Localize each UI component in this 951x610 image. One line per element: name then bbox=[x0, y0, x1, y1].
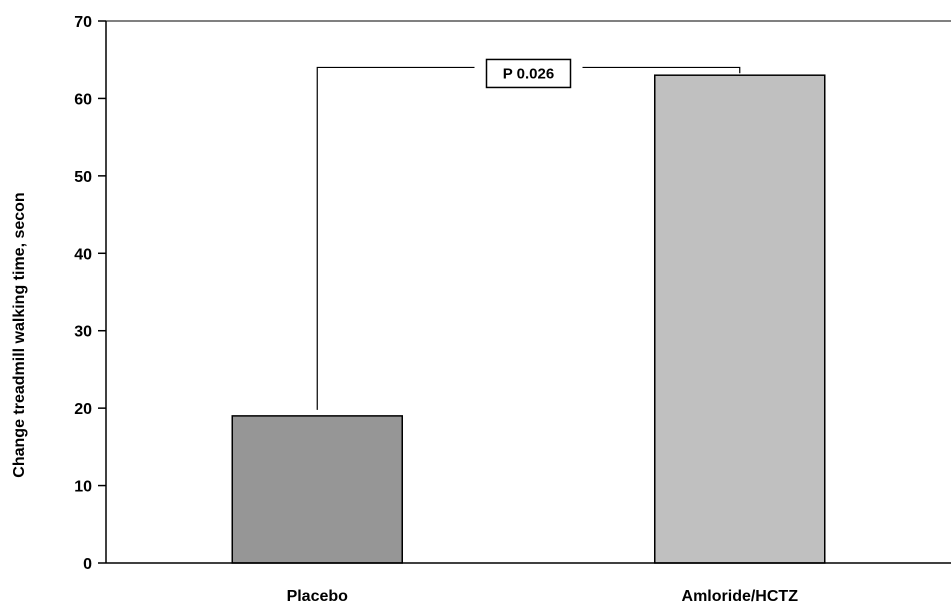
axes bbox=[105, 20, 951, 564]
y-axis-title: Change treadmill walking time, secon bbox=[11, 192, 28, 477]
bars bbox=[231, 74, 826, 564]
annotation-label: P 0.026 bbox=[503, 65, 554, 82]
y-tick-label: 30 bbox=[74, 324, 92, 341]
bar bbox=[231, 415, 403, 564]
y-axis-ticks: 0 10 20 30 40 50 60 70 bbox=[74, 14, 106, 573]
x-axis-labels: Placebo Amloride/HCTZ bbox=[287, 588, 799, 605]
y-tick-label: 50 bbox=[74, 169, 92, 186]
x-category-label: Placebo bbox=[287, 588, 349, 605]
y-tick-label: 70 bbox=[74, 14, 92, 31]
significance-annotation: P 0.026 bbox=[316, 58, 741, 410]
y-tick-label: 60 bbox=[74, 91, 92, 108]
y-tick-label: 0 bbox=[83, 556, 92, 573]
bracket-left bbox=[316, 66, 475, 410]
bar bbox=[654, 74, 826, 564]
annotation-box bbox=[485, 58, 572, 89]
x-category-label: Amloride/HCTZ bbox=[682, 588, 799, 605]
bracket-right bbox=[582, 66, 741, 74]
y-tick-label: 20 bbox=[74, 401, 92, 418]
y-tick-label: 40 bbox=[74, 246, 92, 263]
y-tick-label: 10 bbox=[74, 479, 92, 496]
